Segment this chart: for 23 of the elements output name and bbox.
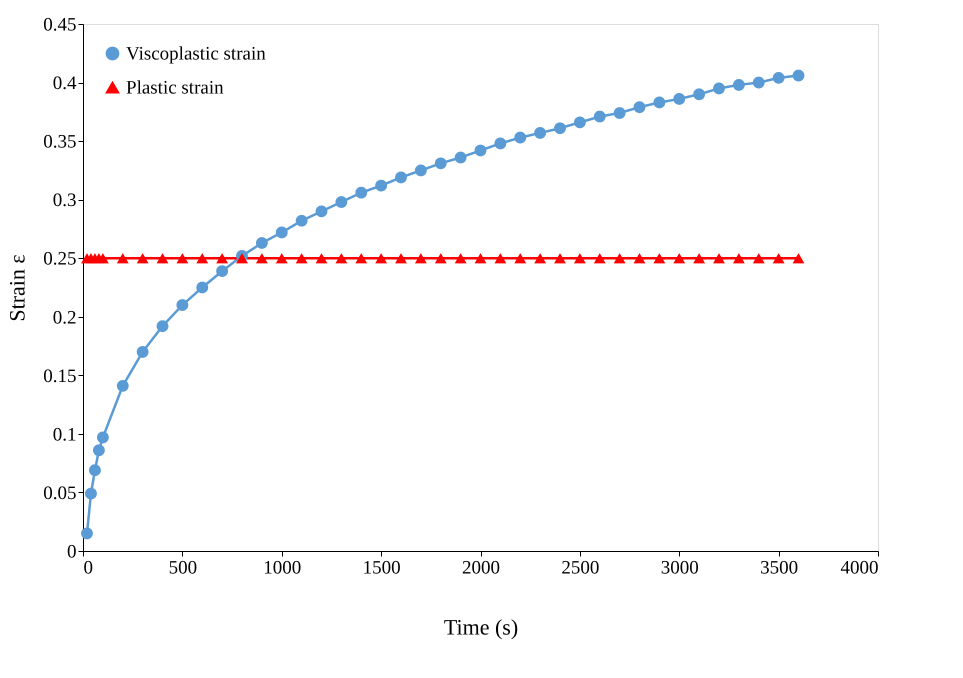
y-tick-label: 0.45 <box>43 14 76 36</box>
x-tick-label: 4000 <box>840 558 878 578</box>
x-tick-label: 2500 <box>561 558 600 578</box>
y-tick-label: 0.25 <box>43 248 76 270</box>
y-tick-label: 0.4 <box>52 73 77 94</box>
y-axis-title: Strain ε <box>4 254 30 322</box>
x-tick-label: 0 <box>84 558 93 578</box>
x-tick-label: 500 <box>168 558 198 578</box>
x-tick-label: 1500 <box>362 558 401 578</box>
x-tick-label: 3500 <box>760 558 798 578</box>
legend-label: Viscoplastic strain <box>126 44 266 64</box>
x-tick-label: 3000 <box>660 558 699 578</box>
legend-label: Plastic strain <box>126 78 224 98</box>
y-tick-label: 0.3 <box>52 190 76 212</box>
y-tick-label: 0 <box>67 542 76 562</box>
y-tick-label: 0.2 <box>52 307 76 328</box>
y-tick-label: 0.05 <box>43 482 76 504</box>
y-tick-label: 0.35 <box>43 132 76 153</box>
x-tick-label: 1000 <box>263 558 302 578</box>
y-tick-label: 0.15 <box>43 366 76 387</box>
x-tick-label: 2000 <box>462 558 500 578</box>
y-tick-label: 0.1 <box>52 424 76 446</box>
x-axis-title: Time (s) <box>444 614 518 640</box>
